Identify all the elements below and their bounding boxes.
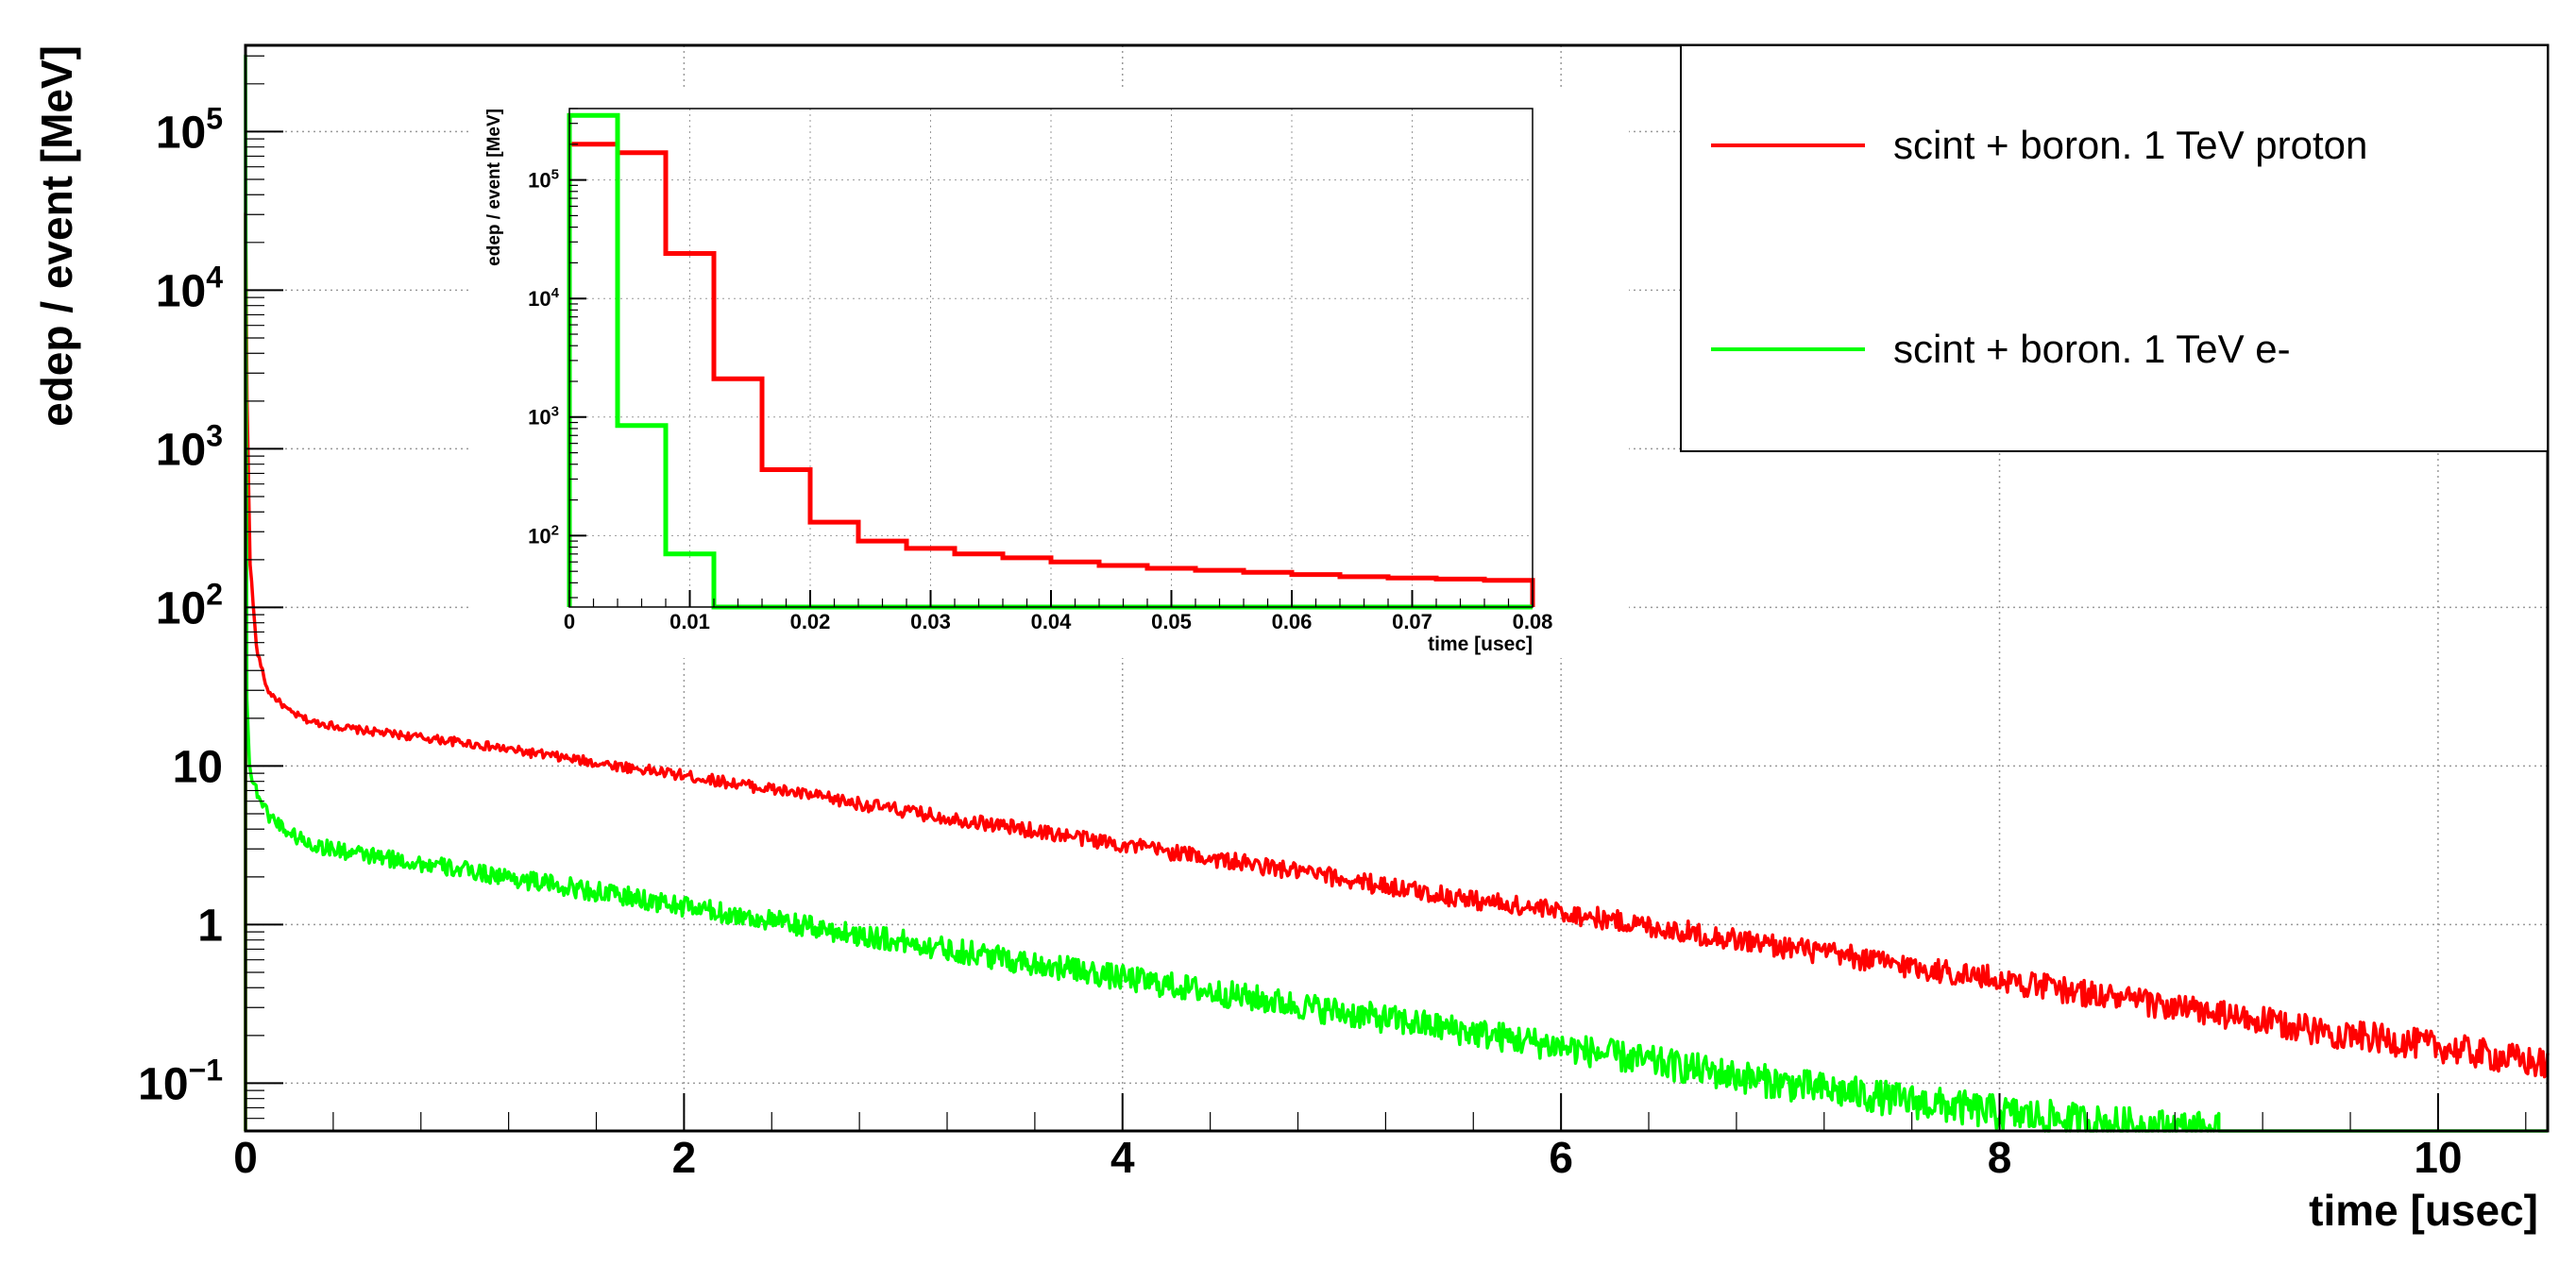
legend-label-proton: scint + boron. 1 TeV proton bbox=[1893, 123, 2367, 167]
main-y-tick-label: 1 bbox=[197, 902, 223, 952]
inset-y-tick-label: 104 bbox=[528, 285, 559, 311]
inset-x-tick-label: 0.07 bbox=[1392, 610, 1432, 633]
legend-box bbox=[1680, 44, 2549, 452]
main-x-tick-labels: 0 2 4 6 8 10 bbox=[233, 1133, 2462, 1182]
main-x-tick-label: 4 bbox=[1110, 1133, 1135, 1182]
inset-x-tick-label: 0.06 bbox=[1272, 610, 1313, 633]
inset-y-tick-label: 105 bbox=[528, 167, 559, 193]
main-y-axis-title: edep / event [MeV] bbox=[32, 45, 81, 427]
main-y-tick-label: 105 bbox=[156, 102, 223, 159]
inset-x-tick-label: 0.04 bbox=[1031, 610, 1073, 633]
main-y-tick-label: 10 bbox=[173, 743, 223, 793]
inset-x-tick-label: 0.08 bbox=[1513, 610, 1553, 633]
inset-x-tick-label: 0.02 bbox=[790, 610, 831, 633]
main-series-line-1 bbox=[244, 53, 2548, 1133]
main-y-tick-label: 102 bbox=[156, 578, 223, 634]
main-x-tick-label: 2 bbox=[672, 1133, 697, 1182]
main-series-line-0 bbox=[244, 211, 2550, 1131]
inset-y-tick-label: 103 bbox=[528, 404, 559, 430]
main-series-group bbox=[244, 53, 2550, 1133]
inset-y-axis-title: edep / event [MeV] bbox=[484, 109, 504, 266]
inset-x-tick-label: 0.01 bbox=[669, 610, 710, 633]
main-x-tick-label: 6 bbox=[1549, 1133, 1573, 1182]
main-x-tick-label: 8 bbox=[1988, 1133, 2012, 1182]
inset-x-axis-title: time [usec] bbox=[1428, 633, 1533, 655]
inset-axis-ticks bbox=[568, 108, 1534, 607]
legend-label-electron: scint + boron. 1 TeV e- bbox=[1893, 327, 2291, 371]
inset-x-tick-labels: 0 0.01 0.02 0.03 0.04 0.05 0.06 0.07 0.08 bbox=[564, 610, 1553, 633]
main-plot-frame bbox=[244, 43, 2550, 1133]
inset-x-tick-label: 0.03 bbox=[910, 610, 951, 633]
main-axis-ticks bbox=[245, 55, 2527, 1132]
inset-y-tick-labels: 102 103 104 105 bbox=[528, 167, 559, 548]
main-x-tick-label: 0 bbox=[233, 1133, 258, 1182]
main-x-tick-label: 10 bbox=[2414, 1133, 2462, 1182]
main-y-tick-label: 103 bbox=[156, 419, 223, 476]
main-y-tick-label: 104 bbox=[156, 261, 223, 317]
inset-x-tick-label: 0.05 bbox=[1151, 610, 1192, 633]
inset-series-histogram-0 bbox=[567, 142, 1535, 607]
legend: scint + boron. 1 TeV proton scint + boro… bbox=[1680, 44, 2549, 452]
main-x-axis-title: time [usec] bbox=[2309, 1186, 2538, 1235]
main-y-tick-label: 10−1 bbox=[138, 1054, 223, 1110]
inset-y-tick-label: 102 bbox=[528, 522, 559, 548]
inset-x-tick-label: 0 bbox=[564, 610, 575, 633]
main-y-tick-labels: 10−1 1 10 102 103 104 105 bbox=[138, 102, 223, 1110]
